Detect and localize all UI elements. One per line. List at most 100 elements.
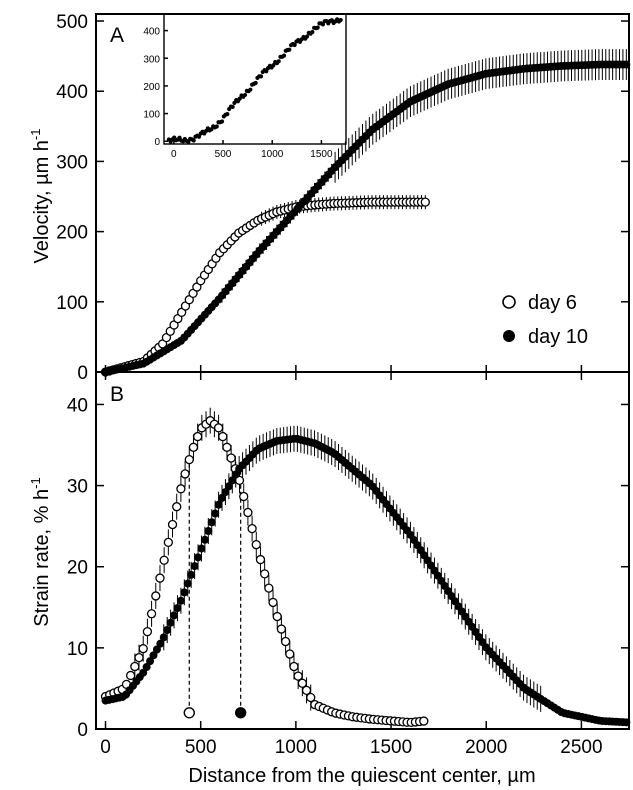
inset-point [315, 25, 320, 30]
inset-y-tick-label: 200 [143, 82, 160, 93]
inset-point [186, 139, 191, 145]
panel-b-day6-point [146, 609, 157, 619]
panel-b-day6-point [268, 597, 278, 608]
inset-point [320, 22, 326, 27]
inset-point [242, 92, 248, 98]
panel-a-day10-point [622, 60, 631, 69]
legend-day10-marker [503, 330, 515, 342]
panel-b-day10-point [221, 488, 230, 497]
panel-b-day6-point [264, 583, 274, 593]
panel-a-y-tick-label: 0 [77, 363, 88, 384]
panel-b-day6-point [125, 670, 136, 681]
panel-b-x-tick-label: 1500 [370, 737, 412, 758]
inset-point [304, 34, 310, 39]
panel-b-day6-point [293, 671, 303, 681]
x-axis-title: Distance from the quiescent center, µm [188, 765, 535, 787]
inset-point [225, 112, 230, 117]
panel-b-day6-point [218, 431, 228, 442]
panel-b-day10-point [142, 663, 151, 672]
panel-b-day10-point [197, 544, 206, 553]
inset-y-tick-label: 300 [143, 54, 160, 65]
panel-b-y-tick-label: 10 [67, 639, 88, 660]
inset-y-tick-label: 100 [143, 110, 160, 121]
panel-b-day6-point [193, 431, 203, 442]
panel-a: 0 100 200 300 400 500 A Velocity, µm h-1 0 100… [28, 12, 631, 384]
panel-b-day6-point [222, 442, 232, 452]
panel-b-day6-point [260, 569, 270, 579]
panel-b-day10-point [183, 579, 192, 588]
inset-x-tick-label: 500 [215, 149, 232, 160]
inset-point [219, 119, 225, 124]
panel-b-day10-point [163, 626, 172, 635]
inset-point [338, 17, 343, 23]
panel-b-day6-point [419, 716, 429, 726]
panel-a-y-ticks: 0 100 200 300 400 500 [56, 12, 629, 384]
panel-b-x-tick-label: 2500 [560, 737, 602, 758]
panel-b-day10-point [190, 562, 199, 571]
panel-b-day6-point [213, 423, 224, 433]
panel-b-day6-point [151, 591, 161, 601]
panel-b-day10-point [149, 651, 158, 660]
panel-b-day6-point [285, 649, 295, 659]
inset-point [237, 96, 242, 101]
inset-point [292, 42, 297, 48]
inset-chart: 0 100 200 300 400 0 500 1000 1500 [143, 13, 347, 160]
inset-point [196, 134, 202, 139]
panel-a-error-bars [221, 49, 627, 303]
panel-b-x-tick-label: 2000 [465, 737, 507, 758]
inset-point [287, 47, 292, 52]
inset-ticks: 0 100 200 300 400 0 500 1000 1500 [143, 27, 333, 160]
inset-point [310, 29, 315, 35]
inset-point [281, 53, 287, 58]
panel-a-day6-point [420, 197, 430, 207]
legend-day10-label: day 10 [528, 326, 588, 348]
panel-b-label: B [110, 383, 124, 406]
panel-b-y-tick-label: 40 [67, 395, 88, 416]
panel-b-y-tick-label: 30 [67, 477, 88, 498]
panel-b-y-tick-label: 20 [67, 558, 88, 579]
panel-b-x-tick-label: 500 [185, 737, 217, 758]
panel-b-day6-point [289, 661, 299, 672]
inset-point [253, 80, 258, 86]
panel-a-points [100, 60, 631, 377]
panel-b-y-tick-label: 0 [77, 720, 88, 741]
panel-b-day6-point [184, 454, 194, 465]
panel-b-day6-point [255, 554, 266, 565]
panel-b-frame [95, 371, 630, 730]
panel-b-y-ticks: 0 10 20 30 40 [67, 395, 629, 741]
panel-b-day10-point [170, 611, 179, 620]
panel-b-day6-point [138, 644, 148, 654]
panel-b-y-axis-title: Strain rate, % h-1 [28, 477, 53, 626]
panel-b-day6-point [155, 573, 165, 583]
panel-b-day6-point [239, 491, 249, 502]
inset-point [214, 124, 219, 129]
inset-point [271, 63, 276, 68]
panel-b-day6-point [167, 519, 178, 530]
panel-b-day6-point [172, 502, 182, 512]
panel-b-day6-point [180, 469, 190, 479]
panel-b-day6-point [159, 555, 169, 565]
panel-b-day6-point [226, 453, 236, 463]
panel-a-y-tick-label: 500 [56, 12, 88, 33]
panel-b-x-tick-label: 0 [100, 737, 111, 758]
panel-b-day6-point [280, 636, 291, 647]
panel-a-y-tick-label: 200 [56, 223, 88, 244]
panel-b-day10-point [224, 482, 233, 491]
panel-b-day6-point [251, 540, 261, 550]
inset-points [166, 17, 343, 145]
panel-b-day10-point [152, 645, 161, 654]
panel-b-day6-point [306, 692, 316, 703]
panel-b-day10-point [200, 535, 209, 544]
legend-day6-marker [502, 295, 516, 309]
panel-b-day10-point [214, 500, 223, 509]
panel-b-day10-point [204, 527, 213, 536]
panel-b-day6-point [243, 507, 253, 518]
panel-b-x-ticks: 0 500 1000 1500 2000 2500 [100, 372, 603, 758]
panel-b-day6-point [276, 624, 287, 634]
inset-point [191, 138, 196, 143]
inset-y-tick-label: 0 [154, 137, 160, 148]
panel-b-day6-point [297, 678, 307, 688]
panel-b-day6-point [163, 537, 173, 548]
inset-x-tick-label: 1500 [310, 149, 333, 160]
